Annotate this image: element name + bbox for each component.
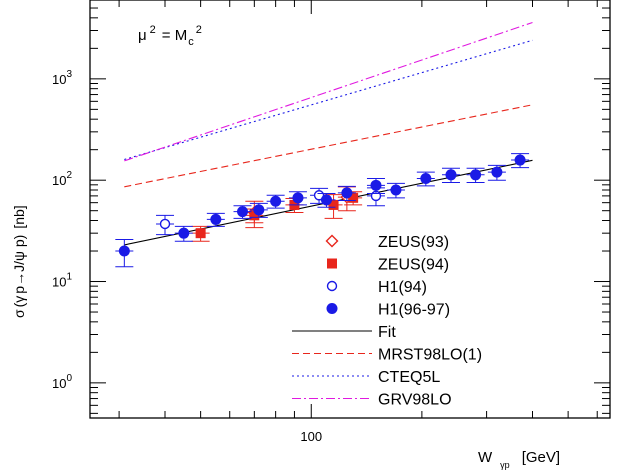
axis-ticks: 100 100 101 102 103 [52,0,610,444]
point-zeus-94- [348,192,359,203]
point-h1-94- [159,218,171,230]
curve-grv98lo [124,21,533,162]
point-h1-96-97- [341,187,353,199]
curve-cteq5l [124,39,533,161]
point-h1-96-97- [514,154,526,166]
x-tick-label: 100 [300,429,322,444]
point-h1-96-97- [237,206,249,218]
point-zeus-94- [328,199,339,210]
point-h1-96-97- [445,169,457,181]
model-curves [124,21,533,246]
point-zeus-94- [249,210,260,221]
point-h1-96-97- [292,192,304,204]
point-h1-96-97- [270,195,282,207]
point-h1-96-97- [320,194,332,206]
point-h1-96-97- [470,169,482,181]
legend-marker-h1-96-97- [326,303,338,314]
y-tick-label: 102 [52,170,72,188]
legend-marker-h1-94- [326,280,338,292]
point-h1-96-97- [420,172,432,184]
point-zeus-94- [195,228,206,239]
legend: ZEUS(93) ZEUS(94) H1(94) H1(96-97) Fit MRST98… [292,234,482,409]
point-h1-96-97- [178,227,190,239]
data-points [115,153,530,268]
point-h1-96-97- [118,245,130,257]
legend-marker-zeus-94- [327,258,337,269]
y-tick-label: 101 [52,272,72,290]
point-h1-96-97- [370,179,382,191]
legend-marker-zeus-93- [325,234,339,248]
legend-label-h1-94-: H1(94) [378,279,427,296]
legend-label-mrst98lo-1-: MRST98LO(1) [378,347,482,364]
y-tick-label: 100 [52,373,72,391]
legend-label-zeus-93-: ZEUS(93) [378,234,449,251]
legend-label-zeus-94-: ZEUS(94) [378,257,449,274]
legend-label-cteq5l: CTEQ5L [378,369,440,386]
point-h1-96-97- [253,204,265,216]
scale-annotation: μ 2 = Mc2 [138,24,202,48]
legend-label-fit: Fit [378,324,396,341]
plot-frame [89,0,611,419]
point-h1-96-97- [491,166,503,178]
curve-mrst98lo-1- [124,104,533,188]
point-h1-96-97- [210,213,222,225]
y-axis-label: σ(γp→J/ψ p)[nb] [11,205,27,318]
y-tick-label: 103 [52,69,72,87]
legend-label-grv98lo: GRV98LO [378,392,452,409]
point-h1-96-97- [390,184,402,196]
legend-label-h1-96-97-: H1(96-97) [378,302,450,319]
